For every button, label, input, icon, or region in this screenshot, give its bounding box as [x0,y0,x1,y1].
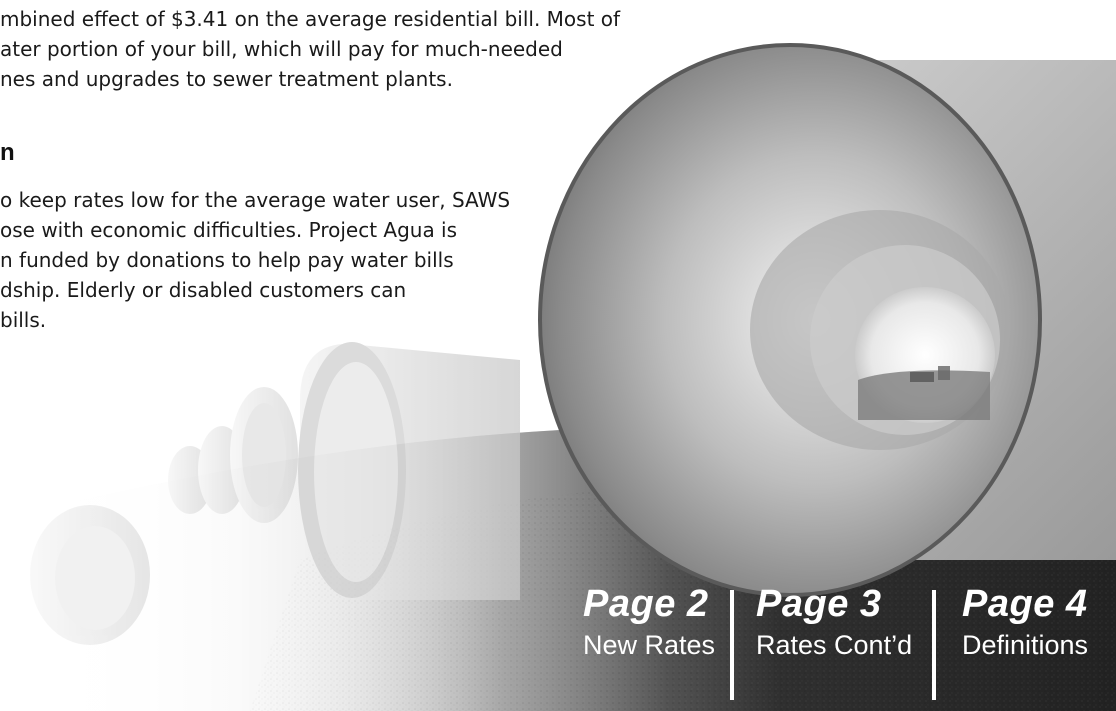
article-paragraph-1: mbined effect of $3.41 on the average re… [0,4,620,94]
page-navigation: Page 2 New Rates Page 3 Rates Cont’d Pag… [0,580,1116,700]
nav-page-4[interactable]: Page 4 Definitions [962,580,1088,662]
paragraph-line: dship. Elderly or disabled customers can [0,278,407,302]
nav-divider [730,590,734,700]
paragraph-line: bills. [0,308,47,332]
paragraph-line: nes and upgrades to sewer treatment plan… [0,67,453,91]
paragraph-line: n funded by donations to help pay water … [0,248,454,272]
section-heading: n [0,139,15,166]
nav-page-label: Rates Cont’d [756,630,913,660]
article-paragraph-2: o keep rates low for the average water u… [0,185,510,335]
nav-divider [932,590,936,700]
nav-page-number: Page 4 [962,583,1088,625]
paragraph-line: mbined effect of $3.41 on the average re… [0,7,621,31]
paragraph-line: o keep rates low for the average water u… [0,188,511,212]
paragraph-line: ose with economic difficulties. Project … [0,218,458,242]
paragraph-line: ater portion of your bill, which will pa… [0,37,563,61]
nav-page-label: New Rates [583,630,716,660]
nav-page-3[interactable]: Page 3 Rates Cont’d [756,580,912,662]
nav-page-number: Page 3 [756,583,882,625]
nav-page-label: Definitions [962,630,1089,660]
nav-page-2[interactable]: Page 2 New Rates [583,580,715,662]
nav-page-number: Page 2 [583,583,709,625]
